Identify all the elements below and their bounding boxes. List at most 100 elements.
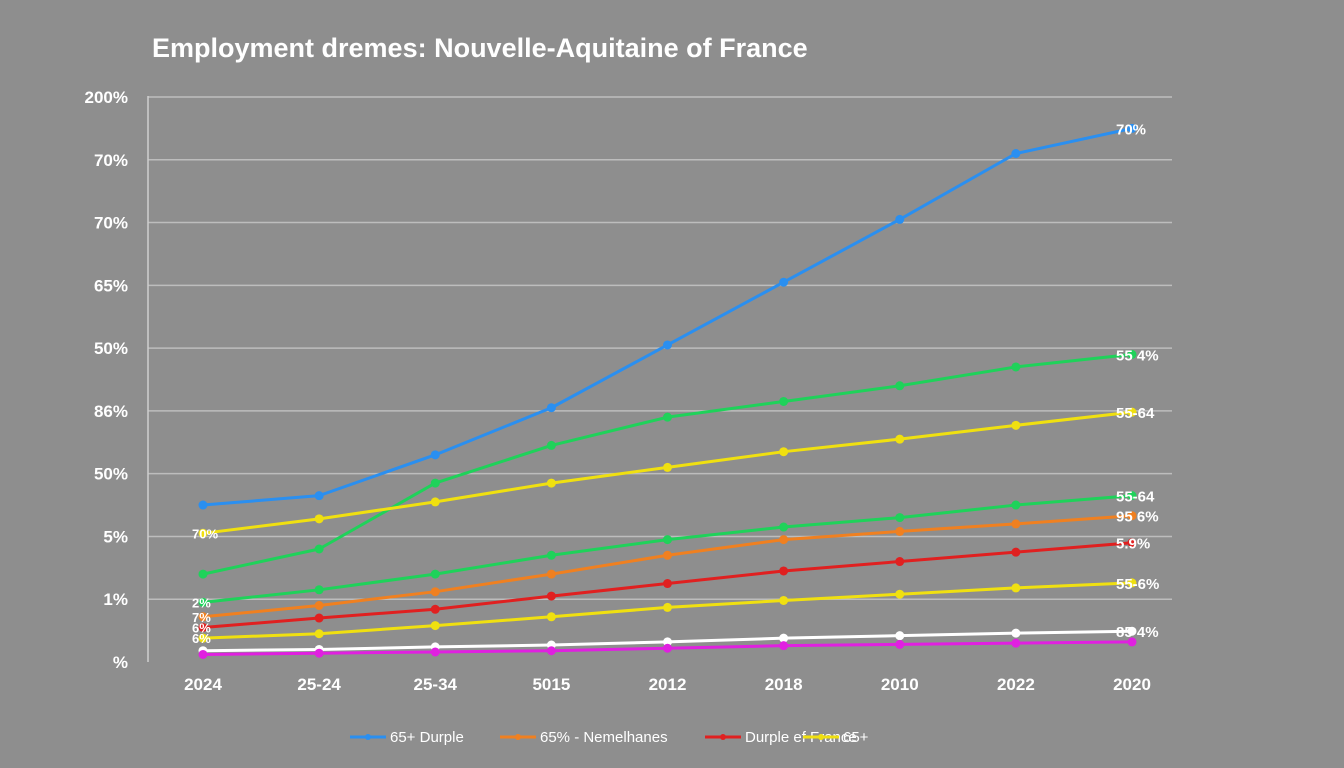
x-tick-label: 2024	[184, 675, 222, 694]
data-point	[895, 513, 905, 523]
legend-label: 65+	[843, 729, 869, 746]
series-white: 85 4%	[198, 624, 1159, 656]
x-tick-label: 2020	[1113, 675, 1151, 694]
data-point	[895, 557, 905, 567]
data-point	[779, 277, 789, 287]
series-green-lower: 55-64 2%	[192, 489, 1155, 611]
data-point	[430, 478, 440, 488]
data-point	[314, 613, 324, 623]
data-point	[663, 602, 672, 612]
legend-label: 65% - Nemelhanes	[540, 729, 668, 746]
legend-marker	[365, 734, 371, 740]
legend-item: 65+ Durple	[350, 729, 464, 746]
start-label: 70%	[192, 526, 218, 541]
data-point	[198, 569, 208, 579]
data-point	[779, 566, 789, 576]
chart-title: Employment dremes: Nouvelle-Aquitaine of…	[152, 33, 808, 63]
series-yellow-upper: 55-64 70%	[192, 405, 1155, 541]
x-tick-label: 2012	[649, 675, 687, 694]
data-point	[779, 535, 789, 545]
data-point	[663, 340, 672, 350]
data-point	[1127, 491, 1137, 501]
data-point	[198, 612, 208, 622]
data-point	[546, 478, 556, 488]
y-tick-label: 70%	[94, 151, 128, 170]
end-label: 70%	[1116, 121, 1146, 138]
data-point	[430, 587, 440, 597]
data-point	[779, 396, 789, 406]
legend-item: Durple ef France	[705, 729, 857, 746]
x-tick-label: 5015	[532, 675, 570, 694]
data-point	[546, 591, 556, 601]
data-point	[663, 579, 672, 589]
data-point	[430, 497, 440, 507]
data-point	[895, 631, 905, 641]
y-tick-label: 86%	[94, 402, 128, 421]
data-point	[546, 646, 556, 656]
series-line	[202, 126, 1133, 507]
legend-label: 65+ Durple	[390, 729, 464, 746]
data-point	[546, 440, 556, 450]
data-point	[779, 522, 789, 532]
data-point	[895, 639, 905, 649]
data-point	[1127, 407, 1137, 417]
data-point	[1011, 547, 1021, 557]
end-label: 85 4%	[1116, 624, 1159, 641]
data-point	[198, 528, 208, 538]
legend: 65+ Durple 65% - Nemelhanes Durple ef Fran…	[350, 729, 869, 746]
data-point	[430, 621, 440, 631]
start-label: 2%	[192, 595, 211, 610]
series-line	[202, 410, 1133, 535]
x-axis-ticks: 2024 25-24 25-34 5015 2012 2018 2010 2022 2020	[184, 675, 1151, 694]
data-point	[779, 641, 789, 651]
data-point	[546, 403, 556, 413]
data-point	[198, 597, 208, 607]
data-point	[430, 647, 440, 657]
y-tick-label: 50%	[94, 339, 128, 358]
data-point	[314, 629, 324, 639]
data-point	[198, 500, 208, 510]
data-point	[779, 633, 789, 643]
data-point	[1011, 628, 1021, 638]
series-magenta	[198, 637, 1137, 659]
series-65-nemelhanes: 95 6% 7%	[192, 509, 1159, 625]
data-point	[895, 434, 905, 444]
data-point	[895, 589, 905, 599]
data-point	[546, 550, 556, 560]
data-point	[1011, 362, 1021, 372]
data-point	[663, 637, 672, 647]
y-tick-label: 200%	[85, 88, 128, 107]
data-point	[663, 412, 672, 422]
data-point	[1011, 420, 1021, 430]
start-label: 6%	[192, 631, 211, 646]
end-label: 55-6%	[1116, 576, 1159, 593]
x-tick-label: 2022	[997, 675, 1035, 694]
x-tick-label: 25-24	[297, 675, 341, 694]
data-point	[1127, 626, 1137, 636]
data-point	[430, 604, 440, 614]
data-point	[1011, 500, 1021, 510]
series-line	[202, 514, 1133, 619]
data-point	[1011, 519, 1021, 529]
data-point	[779, 595, 789, 605]
legend-label: Durple ef France	[745, 729, 857, 746]
series-65-durple: 70%	[198, 121, 1146, 510]
x-tick-label: 2018	[765, 675, 803, 694]
x-tick-label: 2010	[881, 675, 919, 694]
end-label: 95 6%	[1116, 509, 1159, 526]
series-65-: 55-6% 6%	[192, 576, 1159, 646]
y-tick-label: 65%	[94, 276, 128, 295]
data-point	[314, 514, 324, 524]
series-durple-ef-france: 5.9% 6%	[192, 536, 1150, 636]
data-point	[546, 569, 556, 579]
data-point	[779, 447, 789, 457]
y-tick-label: %	[113, 653, 128, 672]
end-label: 5.9%	[1116, 536, 1150, 553]
data-point	[198, 622, 208, 632]
data-point	[1127, 578, 1137, 588]
data-point	[430, 569, 440, 579]
data-point	[895, 214, 905, 224]
x-tick-label: 25-34	[414, 675, 458, 694]
data-point	[314, 601, 324, 610]
